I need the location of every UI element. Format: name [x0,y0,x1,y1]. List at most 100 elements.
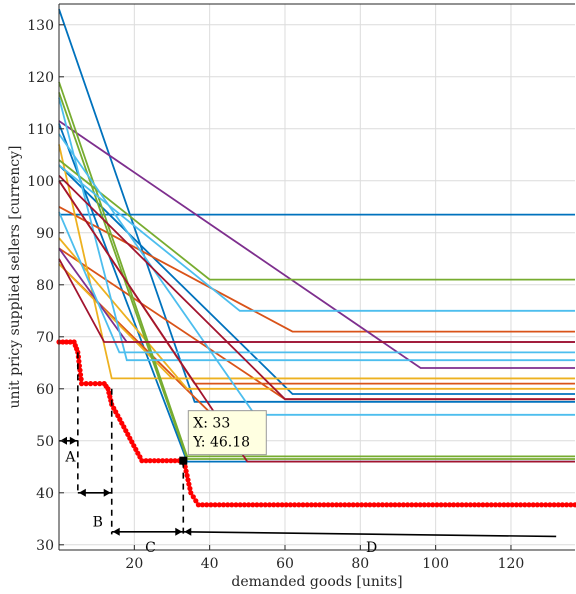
demand-point [172,458,178,464]
demand-point [287,502,293,508]
demand-point [246,502,252,508]
demand-point [354,502,360,508]
datatip: X: 33 Y: 46.18 [179,410,267,465]
demand-point [559,502,566,508]
demand-point [78,376,84,382]
y-tick-label: 120 [27,70,54,86]
arrow-head [112,527,120,536]
demand-point [363,502,369,508]
demand-point [275,502,281,508]
supplier-curve-1 [58,8,575,403]
x-tick-label: 20 [125,556,143,572]
demand-point [492,502,499,508]
demand-point [497,502,503,508]
demand-point [143,458,149,464]
grid-lines [59,4,575,550]
arrow-head [69,436,77,445]
demand-point [262,502,268,508]
demand-point [568,502,574,508]
demand-point [317,502,323,508]
datatip-x-label: X: 33 [193,416,230,432]
demand-point [467,502,473,508]
demand-point [77,372,84,378]
demand-point [63,339,70,345]
demand-point [384,502,390,508]
demand-point [430,502,436,508]
demand-point [292,502,298,508]
supplier-curve-12 [58,120,575,369]
demand-point [283,502,289,508]
y-tick-label: 50 [36,434,54,450]
demand-point [106,390,112,396]
demand-point [480,502,486,508]
demand-point [367,502,373,508]
demand-point [417,502,423,508]
demand-point [155,458,161,464]
demand-point [76,358,82,364]
demand-point [572,502,576,508]
segment-label-A: A [64,449,76,465]
demand-point [421,502,427,508]
x-tick-label: 100 [422,556,449,572]
demand-point [547,502,553,508]
demand-point [530,502,536,508]
demand-point [551,502,557,508]
arrow-head [184,527,192,536]
demand-point [472,502,478,508]
demand-point [195,502,201,508]
demand-point [97,381,103,387]
demand-point [543,502,549,508]
demand-point [434,502,440,508]
demand-point [396,502,402,508]
demand-point [67,339,73,345]
supplier-curve-23 [58,258,575,343]
supplier-curve-21 [58,174,575,401]
demand-line [59,341,575,506]
demand-point [105,386,111,392]
demand-point [258,502,264,508]
y-tick-label: 70 [36,330,54,346]
demand-point [538,502,545,508]
arrow-head [78,488,86,497]
demand-point [60,339,66,345]
demand-point [388,502,394,508]
y-tick-label: 90 [36,226,54,242]
segment-label-D: D [366,540,377,556]
demand-point [79,381,85,387]
axes [58,3,575,551]
y-tick-labels: 30 40 50 60 70 80 90 100 110 120 130 [27,18,54,554]
supplier-curve-11 [58,263,575,380]
demand-point [405,502,411,508]
demand-point [346,502,352,508]
demand-point [279,502,285,508]
demand-point [509,502,515,508]
demand-point [220,502,227,508]
demand-point [83,381,89,387]
supplier-curves [58,8,575,463]
y-tick-label: 130 [27,18,54,34]
demand-point [526,502,532,508]
demand-point [371,502,377,508]
demand-point [555,502,561,508]
supplier-curve-19 [58,211,575,354]
demand-point [208,502,214,508]
x-tick-labels: 20 40 60 80 100 120 [125,556,524,572]
segment-line-D [183,531,557,538]
demand-point [190,494,196,500]
demand-point [139,458,145,464]
demand-point [266,502,273,508]
supplier-curve-7 [58,247,575,401]
y-tick-label: 60 [36,382,54,398]
demand-point [88,381,94,387]
x-axis-label: demanded goods [units] [231,574,402,590]
segment-annotations: A B C D [59,352,557,556]
demand-point [446,502,453,508]
demand-point [350,502,356,508]
demand-point [304,502,310,508]
demand-point [241,502,247,508]
demand-point [300,502,306,508]
demand-point [225,502,231,508]
supplier-curve-22 [58,180,575,463]
demand-point [186,481,192,487]
